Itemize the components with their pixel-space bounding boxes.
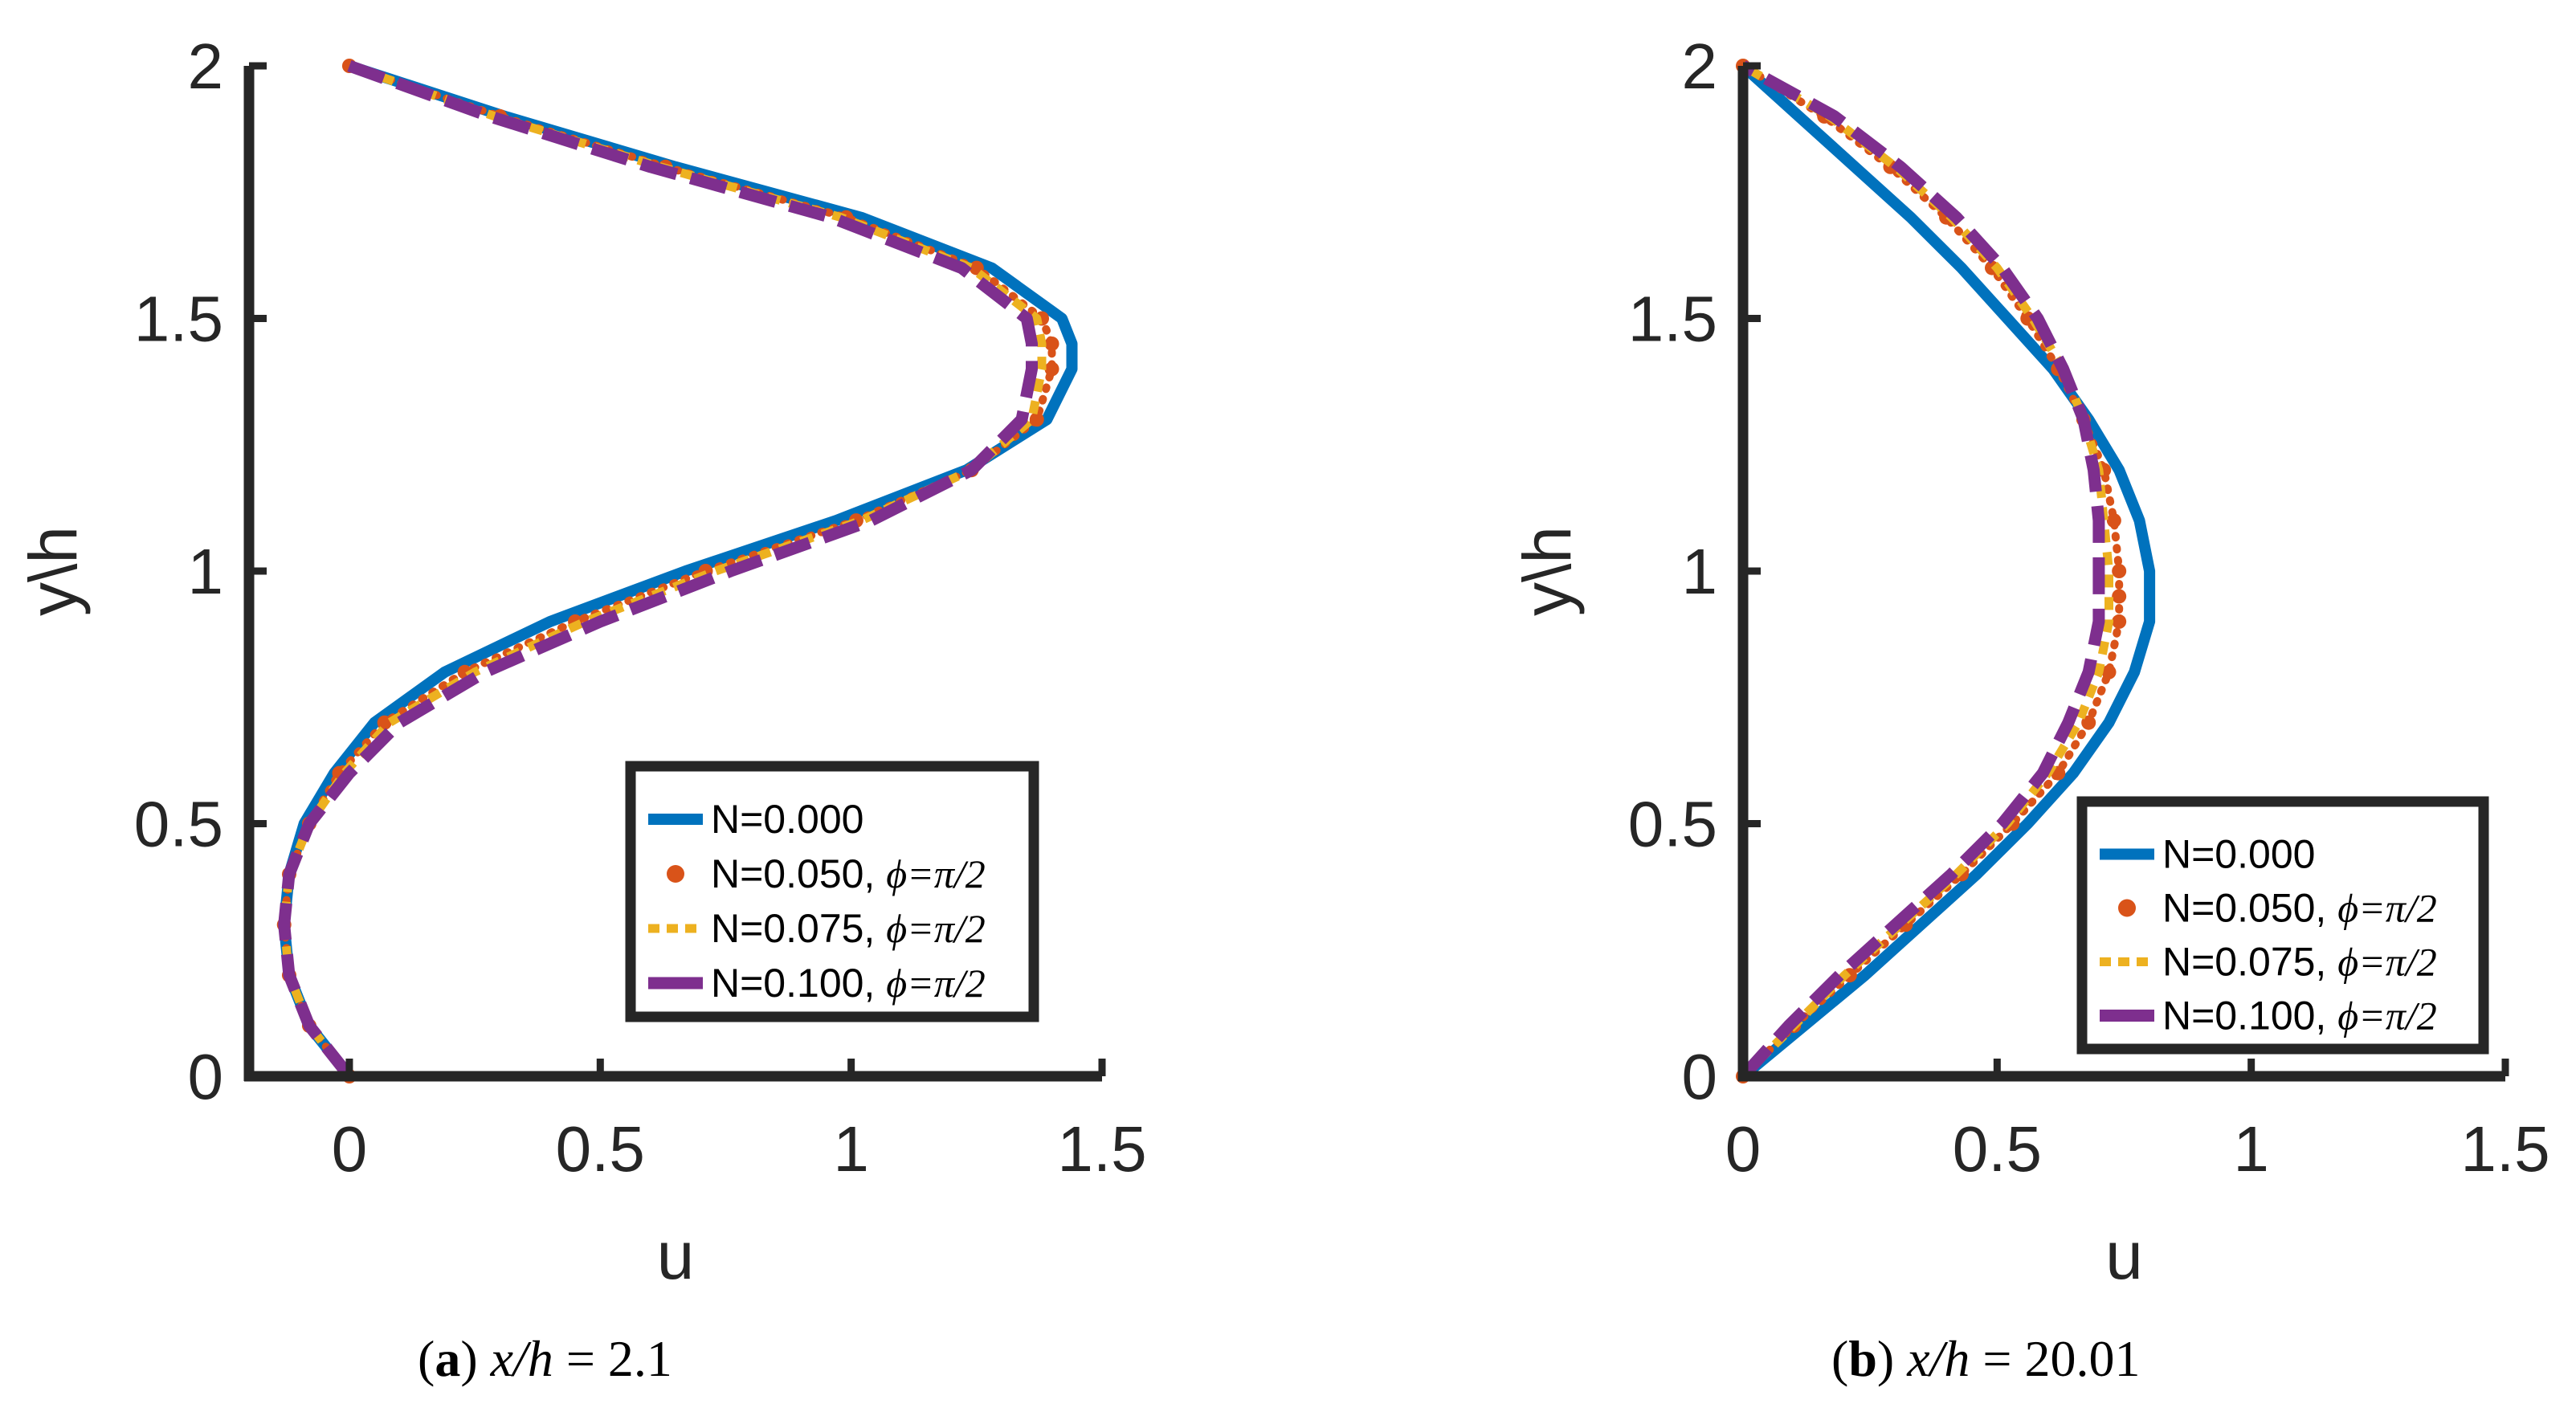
legend-phase: ϕ=π/2 — [886, 851, 986, 896]
legend-label: N=0.050, ϕ=π/2 — [2162, 886, 2437, 931]
x-tick-label: 0.5 — [556, 1113, 645, 1185]
series-marker — [2112, 614, 2127, 629]
legend-phase: ϕ=π/2 — [886, 906, 986, 951]
x-tick-label: 0 — [332, 1113, 368, 1185]
legend-label: N=0.000 — [711, 797, 863, 842]
y-tick-label: 1.5 — [134, 284, 223, 355]
legend-series-name: N=0.050, — [711, 851, 886, 896]
series-marker — [1029, 412, 1044, 427]
y-tick-label: 0 — [188, 1041, 224, 1112]
y-tick-label: 0 — [1682, 1041, 1718, 1112]
chart-panel-b: 0 0.5 1 1.5 0 0.5 1 1.5 2 u y\h N=0.000 N=0.050, ϕ=π… — [1509, 31, 2550, 1293]
caption-value: 2.1 — [607, 1330, 672, 1387]
legend-phase: ϕ=π/2 — [2337, 886, 2437, 931]
series-marker — [377, 715, 392, 730]
y-tick-label: 2 — [188, 31, 224, 102]
legend-series-name: N=0.075, — [2162, 940, 2337, 985]
y-tick-label: 1.5 — [1628, 284, 1717, 355]
y-tick-label: 1 — [188, 536, 224, 607]
legend-phase: ϕ=π/2 — [2337, 940, 2437, 985]
legend-box — [625, 761, 1039, 1022]
legend-swatch — [667, 865, 684, 883]
caption-value: 20.01 — [2024, 1330, 2141, 1387]
y-axis-label: y\h — [1509, 526, 1585, 616]
legend-label: N=0.100, ϕ=π/2 — [711, 961, 986, 1006]
chart-panel-a: 0 0.5 1 1.5 0 0.5 1 1.5 2 u y\h N=0.000 N=0.050, ϕ=π… — [15, 31, 1147, 1293]
series-marker — [1044, 336, 1059, 351]
legend-swatch — [2118, 899, 2136, 917]
x-axis-label: u — [657, 1218, 695, 1293]
caption-equals: = — [553, 1330, 608, 1387]
series-line — [1739, 62, 2124, 1080]
legend-box — [2076, 796, 2489, 1055]
x-axis-label: u — [2105, 1218, 2143, 1293]
caption-b: (b) x/h = 20.01 — [1831, 1330, 2141, 1387]
y-axis-label: y\h — [15, 526, 91, 616]
x-tick-label: 1 — [833, 1113, 869, 1185]
y-tick-label: 2 — [1682, 31, 1718, 102]
x-tick-label: 1.5 — [1057, 1113, 1146, 1185]
legend-label: N=0.050, ϕ=π/2 — [711, 851, 986, 896]
series-marker — [2106, 513, 2121, 528]
y-tick-label: 0.5 — [1628, 789, 1717, 860]
series-line — [1740, 62, 2113, 1079]
x-tick-label: 1 — [2233, 1113, 2269, 1185]
caption-variable: x/h — [1907, 1330, 1970, 1387]
x-tick-label: 0 — [1725, 1113, 1762, 1185]
series-line — [1738, 60, 2105, 1081]
caption-variable: x/h — [490, 1330, 553, 1387]
legend-label: N=0.075, ϕ=π/2 — [2162, 940, 2437, 985]
legend-series-name: N=0.075, — [711, 906, 886, 951]
legend-label: N=0.075, ϕ=π/2 — [711, 906, 986, 951]
caption-a: (a) x/h = 2.1 — [418, 1330, 672, 1387]
x-tick-label: 1.5 — [2460, 1113, 2549, 1185]
series-marker — [2081, 715, 2096, 730]
legend-phase: ϕ=π/2 — [2337, 994, 2437, 1039]
x-tick-label: 0.5 — [1953, 1113, 2042, 1185]
caption-tag: b — [1848, 1330, 1877, 1387]
y-tick-label: 0.5 — [134, 789, 223, 860]
series-line — [278, 59, 1038, 1080]
legend-series-name: N=0.100, — [711, 961, 886, 1006]
legend-series-name: N=0.000 — [711, 797, 863, 842]
series-marker — [2101, 664, 2117, 679]
legend-phase: ϕ=π/2 — [886, 961, 986, 1006]
legend-series-name: N=0.050, — [2162, 886, 2337, 931]
legend-label: N=0.000 — [2162, 832, 2315, 877]
series-marker — [2112, 589, 2127, 604]
caption-equals: = — [1970, 1330, 2025, 1387]
legend-series-name: N=0.000 — [2162, 832, 2315, 877]
y-tick-label: 1 — [1682, 536, 1718, 607]
series-line — [1737, 60, 2156, 1082]
legend-series-name: N=0.100, — [2162, 994, 2337, 1039]
legend-label: N=0.100, ϕ=π/2 — [2162, 994, 2437, 1039]
series-marker — [2112, 564, 2127, 578]
series-marker — [1044, 361, 1059, 377]
caption-tag: a — [435, 1330, 461, 1387]
